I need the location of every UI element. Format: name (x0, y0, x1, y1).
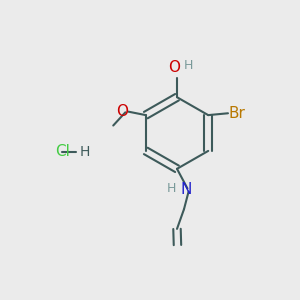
Text: O: O (168, 60, 180, 75)
Text: H: H (167, 182, 176, 195)
Text: Br: Br (229, 106, 246, 121)
Text: H: H (184, 59, 193, 73)
Text: N: N (180, 182, 191, 197)
Text: Cl: Cl (55, 144, 70, 159)
Text: O: O (116, 104, 128, 119)
Text: H: H (79, 145, 90, 158)
